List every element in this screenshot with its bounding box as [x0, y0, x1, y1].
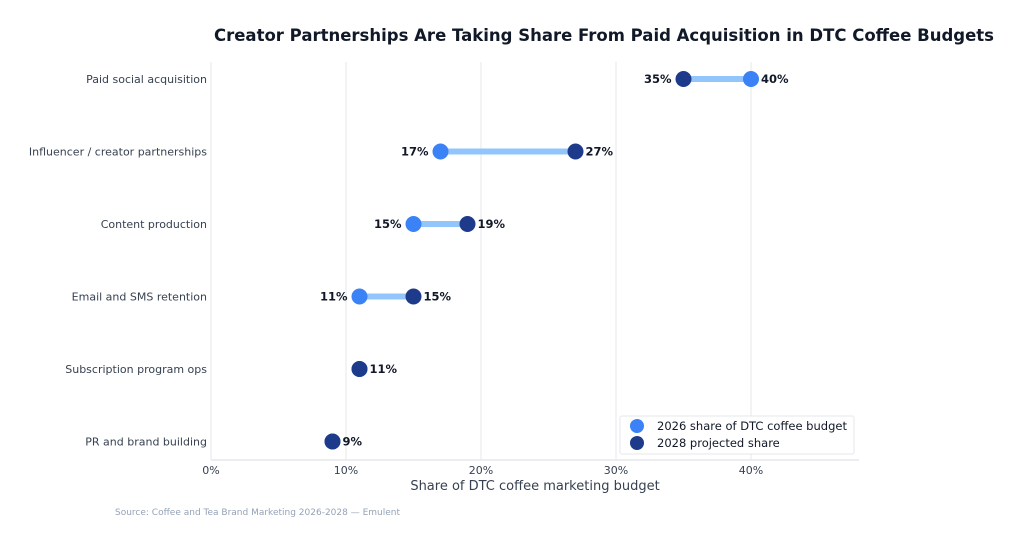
- value-label-high: 40%: [761, 72, 789, 86]
- x-tick-label: 30%: [604, 464, 628, 477]
- legend-label-2026: 2026 share of DTC coffee budget: [657, 419, 847, 433]
- category-label: Email and SMS retention: [72, 291, 207, 304]
- value-label-high: 15%: [424, 290, 452, 304]
- value-label-high: 19%: [478, 217, 506, 231]
- row-4: Subscription program ops 11%: [65, 361, 398, 377]
- category-label: Subscription program ops: [65, 363, 207, 376]
- point-2028: [567, 143, 584, 160]
- x-axis-label: Share of DTC coffee marketing budget: [410, 479, 659, 494]
- value-label-low: 17%: [401, 145, 429, 159]
- source-note: Source: Coffee and Tea Brand Marketing 2…: [115, 508, 400, 518]
- value-label-low: 35%: [644, 72, 672, 86]
- legend-marker-2026: [630, 419, 644, 433]
- category-label: Influencer / creator partnerships: [29, 146, 207, 159]
- value-label-high: 9%: [343, 435, 363, 449]
- value-label-high: 11%: [370, 362, 398, 376]
- legend-label-2028: 2028 projected share: [657, 436, 780, 450]
- row-1: Influencer / creator partnerships 17% 27%: [29, 143, 614, 160]
- point-2026: [432, 143, 449, 160]
- legend-marker-2028: [630, 436, 644, 450]
- row-2: Content production 15% 19%: [101, 216, 506, 232]
- x-tick-label: 0%: [202, 464, 219, 477]
- x-tick-label: 20%: [469, 464, 493, 477]
- point-2028: [675, 71, 692, 87]
- chart-title: Creator Partnerships Are Taking Share Fr…: [214, 26, 994, 45]
- category-label: Content production: [101, 218, 207, 231]
- legend: 2026 share of DTC coffee budget 2028 pro…: [619, 415, 855, 455]
- point-2028: [459, 216, 476, 232]
- point-2026: [351, 288, 368, 305]
- value-label-low: 11%: [320, 290, 348, 304]
- value-label-high: 27%: [586, 145, 614, 159]
- point-2026: [743, 71, 759, 87]
- row-0: Paid social acquisition 35% 40%: [86, 71, 789, 87]
- point-2028: [324, 433, 341, 450]
- row-3: Email and SMS retention 11% 15%: [72, 288, 452, 305]
- x-tick-label: 10%: [334, 464, 358, 477]
- point-2028: [351, 361, 368, 377]
- category-label: PR and brand building: [85, 436, 207, 449]
- value-label-low: 15%: [374, 217, 402, 231]
- point-2028: [405, 288, 422, 305]
- row-5: PR and brand building 9%: [85, 433, 363, 450]
- x-tick-label: 40%: [739, 464, 763, 477]
- category-label: Paid social acquisition: [86, 73, 207, 86]
- point-2026: [405, 216, 422, 232]
